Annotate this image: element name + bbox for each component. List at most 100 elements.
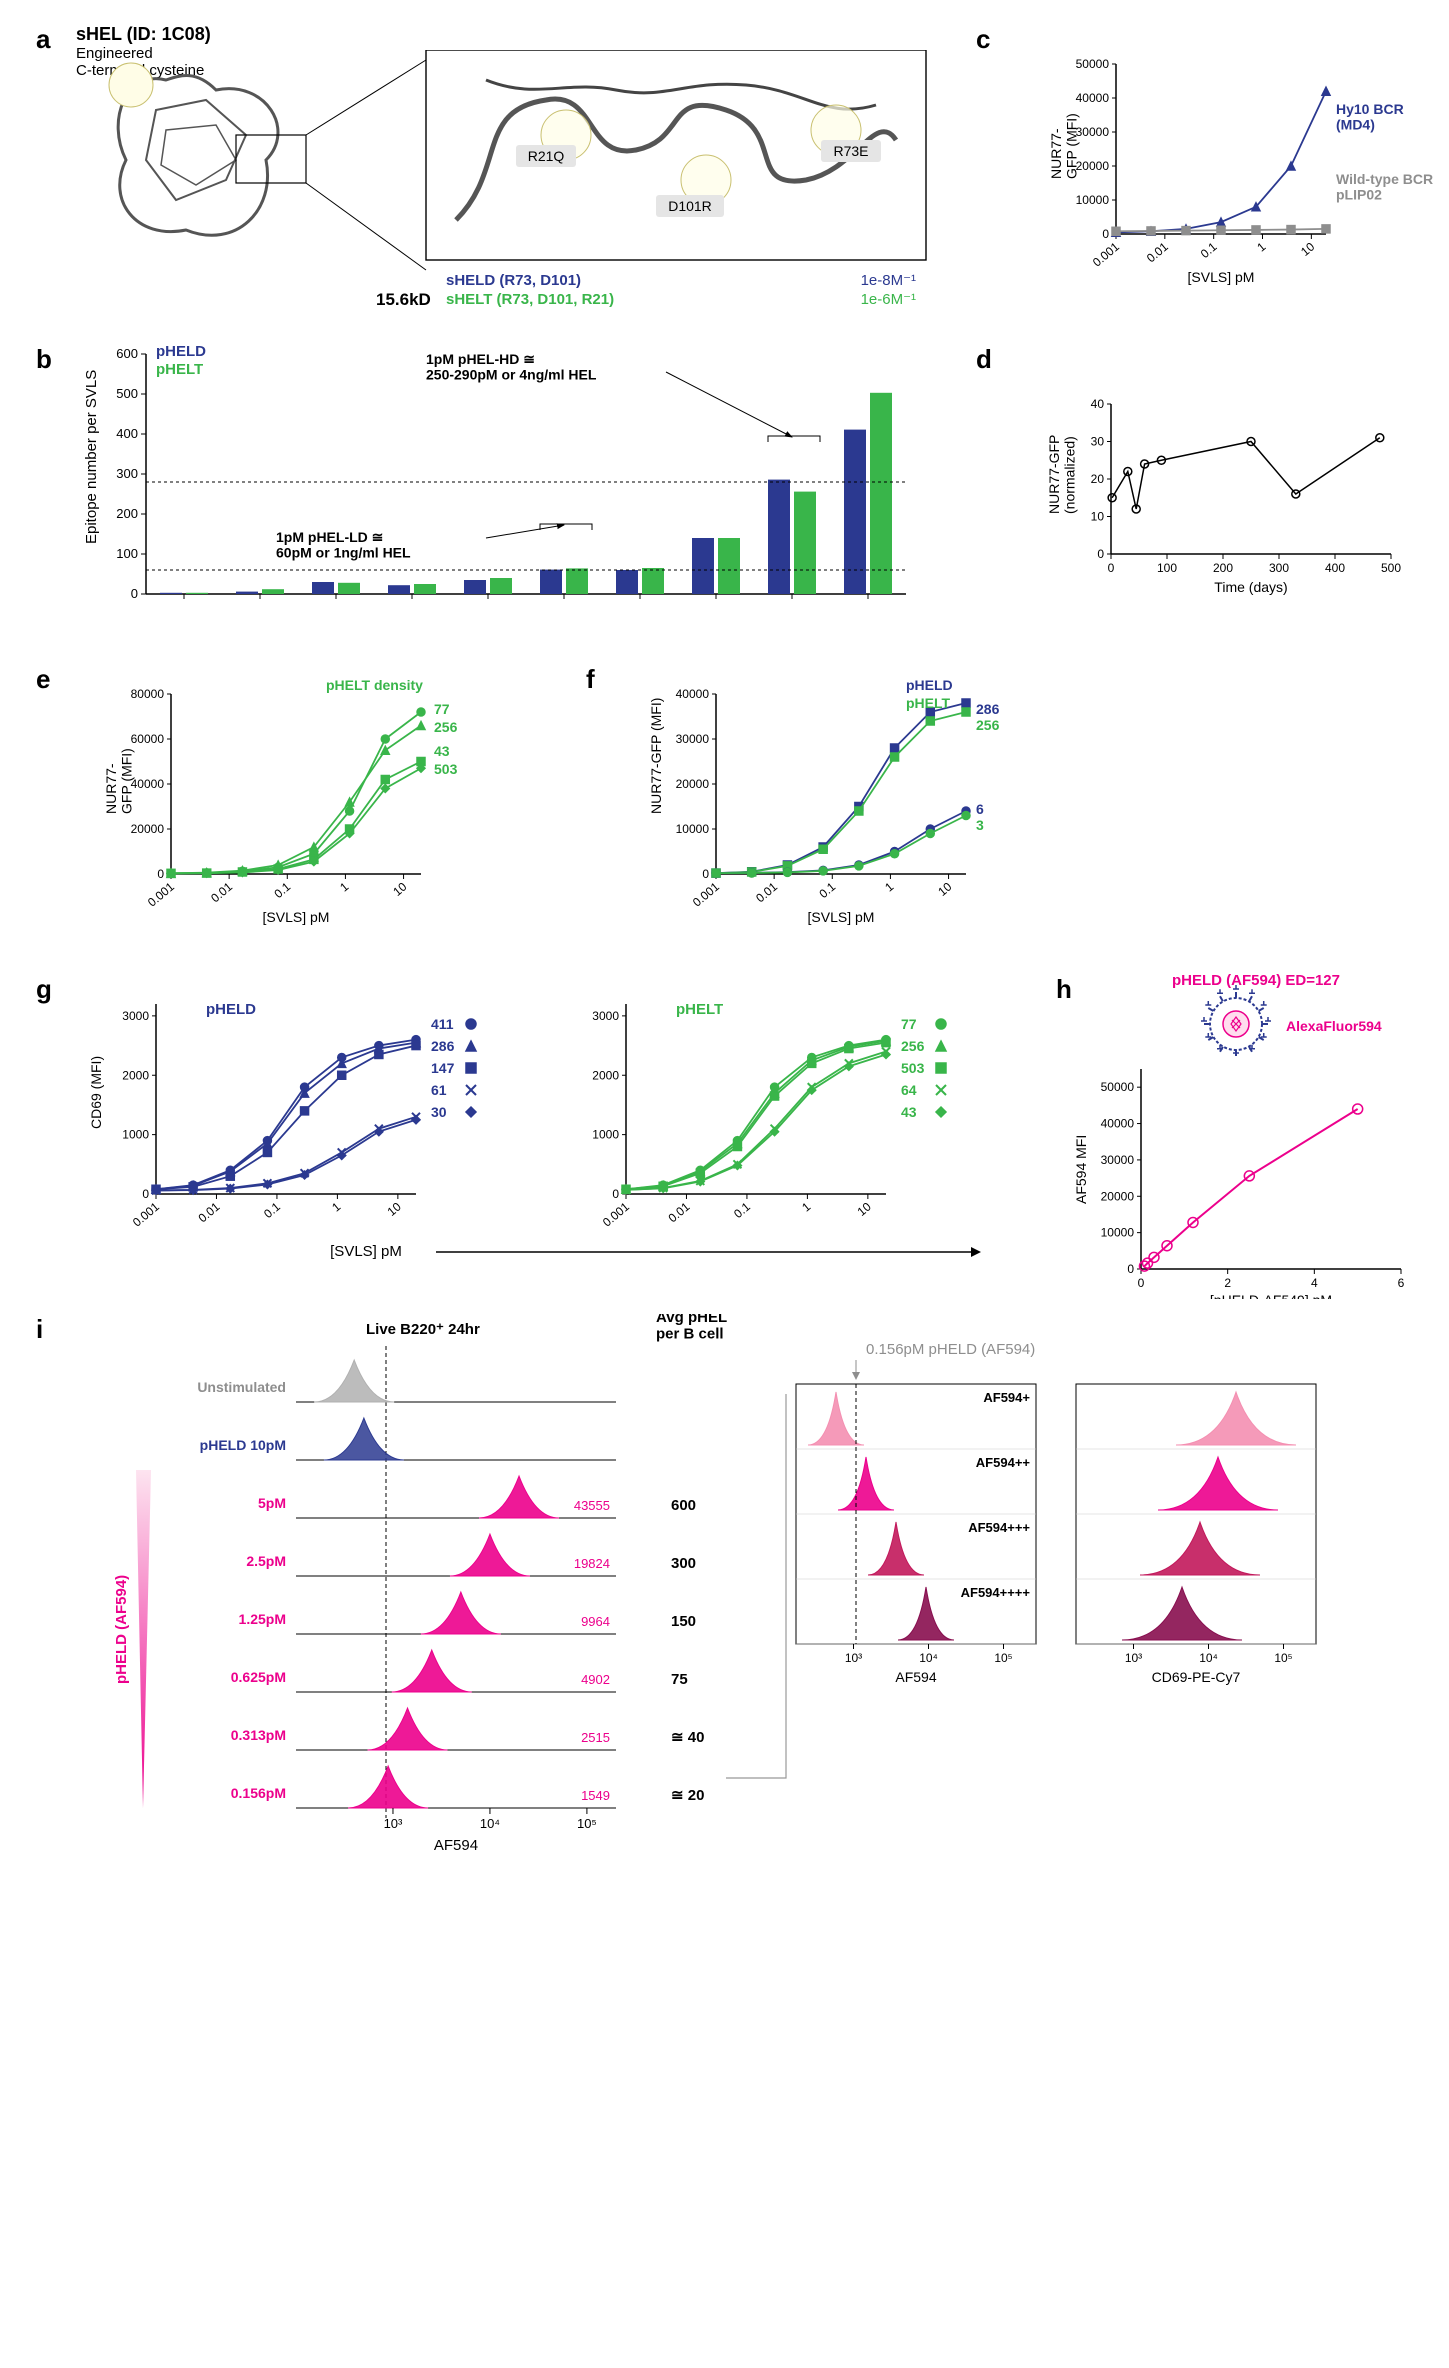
panel-b: 0100200300400500600Epitope number per SV… xyxy=(76,334,956,649)
svg-text:43: 43 xyxy=(434,743,450,759)
svg-text:10: 10 xyxy=(385,1199,404,1219)
svg-text:1549: 1549 xyxy=(581,1788,610,1803)
svg-text:300: 300 xyxy=(1269,561,1289,575)
panel-i: Live B220⁺ 24hrAvg pHELper B cellUnstimu… xyxy=(96,1314,1436,2019)
svg-text:0: 0 xyxy=(142,1187,149,1201)
svg-text:60000: 60000 xyxy=(131,732,165,746)
svg-text:150: 150 xyxy=(671,1613,696,1630)
svg-text:0.001: 0.001 xyxy=(145,879,177,909)
svg-text:2: 2 xyxy=(1224,1276,1231,1290)
svg-text:30: 30 xyxy=(431,1104,447,1120)
pa-title: sHEL (ID: 1C08) xyxy=(76,24,956,45)
svg-text:0.1: 0.1 xyxy=(261,1199,283,1221)
svg-text:2.5pM: 2.5pM xyxy=(246,1553,286,1569)
svg-text:64: 64 xyxy=(901,1082,917,1098)
svg-text:NUR77-GFP(normalized): NUR77-GFP(normalized) xyxy=(1046,435,1077,514)
svg-text:10³: 10³ xyxy=(1125,1651,1142,1665)
panel-label-c: c xyxy=(976,24,990,55)
svg-text:pHELD 10pM: pHELD 10pM xyxy=(200,1437,286,1453)
svg-text:0.1: 0.1 xyxy=(271,879,293,901)
svg-text:10000: 10000 xyxy=(1101,1226,1135,1240)
svg-text:Wild-type BCRpLIP02: Wild-type BCRpLIP02 xyxy=(1336,171,1433,202)
svg-text:10³: 10³ xyxy=(384,1816,403,1831)
svg-text:256: 256 xyxy=(976,717,1000,733)
svg-text:20000: 20000 xyxy=(676,777,710,791)
svg-text:sHELD (R73, D101): sHELD (R73, D101) xyxy=(446,272,581,289)
svg-text:1: 1 xyxy=(329,1199,343,1214)
svg-text:400: 400 xyxy=(116,426,138,441)
svg-text:CD69 (MFI): CD69 (MFI) xyxy=(88,1056,104,1129)
svg-text:Epitope number per SVLS: Epitope number per SVLS xyxy=(83,370,100,544)
svg-text:0.1: 0.1 xyxy=(816,879,838,901)
svg-text:3000: 3000 xyxy=(592,1009,619,1023)
svg-text:pHELT density: pHELT density xyxy=(326,677,423,693)
svg-text:0.01: 0.01 xyxy=(196,1199,223,1225)
panel-a: sHEL (ID: 1C08) Engineered C-terminal cy… xyxy=(76,24,956,324)
svg-text:Unstimulated: Unstimulated xyxy=(197,1379,286,1395)
svg-text:0.01: 0.01 xyxy=(666,1199,693,1225)
svg-text:30: 30 xyxy=(1091,435,1105,449)
svg-text:AF594++: AF594++ xyxy=(976,1455,1031,1470)
svg-text:Avg pHELper B cell: Avg pHELper B cell xyxy=(656,1314,727,1343)
svg-text:2515: 2515 xyxy=(581,1730,610,1745)
svg-text:1pM pHEL-LD ≅60pM or 1ng/ml HE: 1pM pHEL-LD ≅60pM or 1ng/ml HEL xyxy=(276,529,411,560)
svg-text:CD69-PE-Cy7: CD69-PE-Cy7 xyxy=(1152,1669,1241,1685)
svg-text:600: 600 xyxy=(671,1497,696,1514)
panel-label-b: b xyxy=(36,344,52,375)
svg-text:0.001: 0.001 xyxy=(690,879,722,909)
svg-text:0.001: 0.001 xyxy=(130,1199,162,1229)
svg-text:pHELT: pHELT xyxy=(676,1001,723,1018)
svg-text:300: 300 xyxy=(116,466,138,481)
svg-text:286: 286 xyxy=(431,1038,455,1054)
pa-svg: Hy10 Ab binding site (IgHEL BCR/MD4 line… xyxy=(76,50,956,310)
svg-text:0.01: 0.01 xyxy=(1144,239,1171,265)
svg-text:10³: 10³ xyxy=(845,1651,862,1665)
panel-h: pHELD (AF594) ED=127AlexaFluor5940100002… xyxy=(1066,969,1446,1304)
svg-text:NUR77-GFP (MFI): NUR77-GFP (MFI) xyxy=(1048,113,1079,179)
svg-text:AF594+++: AF594+++ xyxy=(968,1520,1030,1535)
svg-text:1e-6M⁻¹: 1e-6M⁻¹ xyxy=(861,291,916,308)
panel-label-i: i xyxy=(36,1314,43,1345)
svg-text:1pM pHEL-HD ≅250-290pM or 4ng/: 1pM pHEL-HD ≅250-290pM or 4ng/ml HEL xyxy=(426,351,597,382)
svg-text:R21Q: R21Q xyxy=(528,148,565,164)
svg-text:NUR77-GFP (MFI): NUR77-GFP (MFI) xyxy=(103,748,134,814)
svg-text:R73E: R73E xyxy=(833,143,868,159)
svg-text:pHELD: pHELD xyxy=(206,1001,256,1018)
svg-text:1: 1 xyxy=(1254,239,1268,254)
svg-text:100: 100 xyxy=(116,546,138,561)
svg-text:30000: 30000 xyxy=(1101,1153,1135,1167)
svg-text:pHELT: pHELT xyxy=(906,695,951,711)
svg-text:77: 77 xyxy=(434,701,450,717)
svg-text:10: 10 xyxy=(855,1199,874,1219)
svg-text:0: 0 xyxy=(131,586,138,601)
svg-text:pHELD: pHELD xyxy=(156,343,206,360)
svg-text:[SVLS] pM: [SVLS] pM xyxy=(263,909,330,925)
svg-text:0: 0 xyxy=(612,1187,619,1201)
svg-text:100: 100 xyxy=(1157,561,1177,575)
svg-text:0.01: 0.01 xyxy=(753,879,780,905)
svg-text:75: 75 xyxy=(671,1671,688,1688)
svg-text:286: 286 xyxy=(976,701,1000,717)
panel-label-e: e xyxy=(36,664,50,695)
svg-text:200: 200 xyxy=(116,506,138,521)
svg-text:0.01: 0.01 xyxy=(208,879,235,905)
panel-label-g: g xyxy=(36,974,52,1005)
svg-text:500: 500 xyxy=(116,386,138,401)
svg-text:3000: 3000 xyxy=(122,1009,149,1023)
svg-text:77: 77 xyxy=(901,1016,917,1032)
svg-text:pHELT: pHELT xyxy=(156,361,203,378)
svg-text:sHELT (R73, D101, R21): sHELT (R73, D101, R21) xyxy=(446,291,614,308)
svg-text:503: 503 xyxy=(901,1060,925,1076)
svg-text:10: 10 xyxy=(935,879,954,899)
svg-text:500: 500 xyxy=(1381,561,1401,575)
svg-text:411: 411 xyxy=(431,1016,454,1032)
svg-text:10: 10 xyxy=(390,879,409,899)
svg-text:0: 0 xyxy=(1108,561,1115,575)
svg-text:≅ 20: ≅ 20 xyxy=(671,1787,704,1804)
svg-text:10⁵: 10⁵ xyxy=(994,1651,1012,1665)
svg-text:10000: 10000 xyxy=(1076,193,1110,207)
svg-text:10⁴: 10⁴ xyxy=(1199,1651,1218,1665)
svg-text:40000: 40000 xyxy=(1101,1117,1135,1131)
svg-text:0: 0 xyxy=(702,867,709,881)
svg-text:NUR77-GFP (MFI): NUR77-GFP (MFI) xyxy=(648,698,664,814)
